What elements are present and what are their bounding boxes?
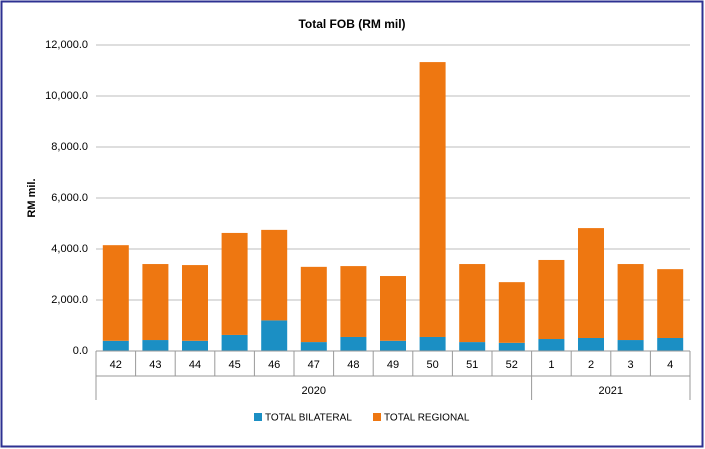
bar-segment — [657, 337, 684, 351]
bar-segment — [261, 320, 288, 351]
y-tick-label: 6,000.0 — [51, 192, 88, 204]
x-tick-label: 1 — [548, 359, 554, 371]
x-tick-label: 44 — [189, 359, 201, 371]
y-tick-label: 0.0 — [73, 345, 88, 357]
legend-swatch — [254, 413, 262, 421]
bar-segment — [538, 339, 565, 351]
bar-segment — [459, 264, 486, 343]
bar-segment — [578, 337, 604, 351]
x-tick-label: 42 — [110, 359, 122, 371]
bar-segment — [300, 266, 327, 343]
x-tick-label: 43 — [149, 359, 161, 371]
bar-segment — [617, 340, 644, 351]
x-tick-label: 2 — [588, 359, 594, 371]
x-tick-label: 48 — [347, 359, 359, 371]
y-tick-label: 2,000.0 — [51, 294, 88, 306]
x-tick-label: 52 — [506, 359, 518, 371]
group-label: 2021 — [599, 385, 623, 397]
bar-segment — [617, 264, 644, 341]
bar-segment — [380, 276, 406, 341]
x-tick-label: 45 — [228, 359, 240, 371]
y-tick-label: 8,000.0 — [51, 141, 88, 153]
x-tick-label: 51 — [466, 359, 478, 371]
group-label: 2020 — [302, 385, 326, 397]
bar-segment — [657, 269, 684, 338]
bar-segment — [419, 336, 446, 351]
bar-segment — [340, 336, 367, 351]
bar-segment — [221, 232, 248, 335]
bar-segment — [459, 342, 486, 351]
bar-segment — [261, 229, 288, 321]
y-tick-label: 10,000.0 — [45, 90, 88, 102]
bar-segment — [498, 342, 525, 351]
bar-segment — [498, 282, 525, 343]
legend-label: TOTAL REGIONAL — [384, 413, 470, 424]
x-tick-label: 3 — [628, 359, 634, 371]
x-tick-label: 50 — [426, 359, 438, 371]
bar-segment — [538, 259, 565, 340]
bar-segment — [182, 340, 208, 351]
bar-segment — [182, 265, 208, 341]
bar-segment — [221, 334, 248, 351]
x-tick-label: 4 — [667, 359, 673, 371]
y-axis-label: RM mil. — [26, 178, 38, 217]
chart-title: Total FOB (RM mil) — [298, 17, 405, 31]
bar-segment — [419, 62, 446, 337]
x-tick-label: 46 — [268, 359, 280, 371]
bar-segment — [300, 342, 327, 351]
bar-segment — [340, 266, 367, 337]
bar-segment — [102, 245, 129, 341]
legend-swatch — [373, 413, 381, 421]
bar-segment — [142, 340, 169, 351]
y-tick-label: 4,000.0 — [51, 243, 88, 255]
bar-segment — [578, 228, 604, 338]
bar-segment — [142, 264, 169, 341]
legend-label: TOTAL BILATERAL — [265, 413, 352, 424]
x-tick-label: 47 — [308, 359, 320, 371]
x-tick-label: 49 — [387, 359, 399, 371]
bar-segment — [102, 340, 129, 351]
bar-segment — [380, 340, 406, 351]
y-tick-label: 12,000.0 — [45, 39, 88, 51]
